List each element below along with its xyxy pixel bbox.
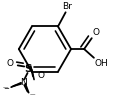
Text: —: —	[2, 86, 8, 91]
Text: Br: Br	[61, 2, 71, 11]
Text: N: N	[20, 78, 26, 87]
Text: OH: OH	[94, 59, 108, 68]
Text: —: —	[29, 92, 35, 97]
Text: −: −	[3, 86, 9, 92]
Text: O: O	[37, 71, 44, 80]
Text: O: O	[92, 28, 99, 37]
Text: S: S	[24, 64, 31, 74]
Text: O: O	[6, 59, 13, 68]
